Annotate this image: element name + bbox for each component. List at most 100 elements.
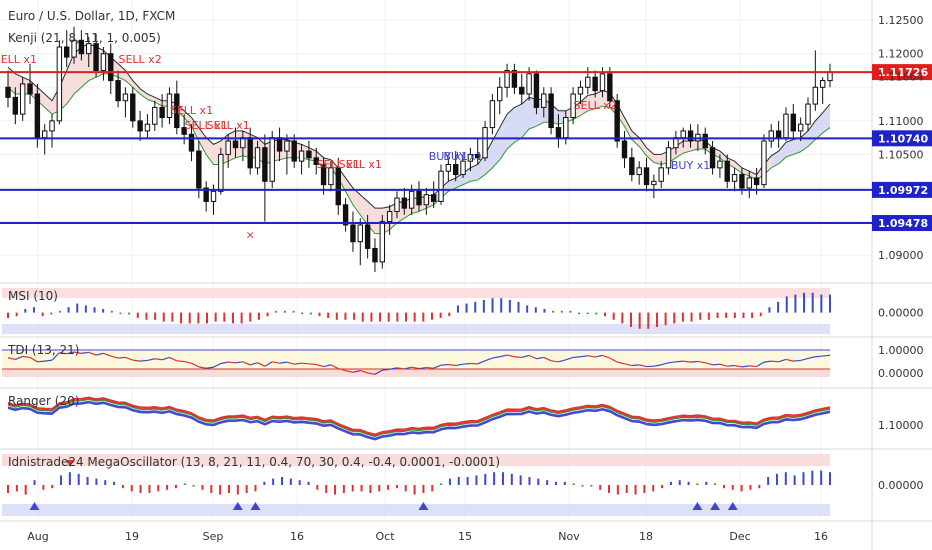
tdi-line-segment bbox=[118, 356, 126, 359]
candle-bull bbox=[386, 211, 393, 223]
tdi-line-segment bbox=[81, 351, 89, 354]
ranger-line bbox=[7, 400, 831, 439]
candle-bear bbox=[548, 93, 554, 129]
mega-bar bbox=[493, 472, 496, 485]
mega-bar bbox=[457, 477, 460, 485]
tdi-line-segment bbox=[198, 366, 207, 369]
mega-bar bbox=[652, 485, 655, 492]
mega-bar bbox=[395, 485, 398, 489]
candle-bear bbox=[203, 187, 209, 202]
tdi-line-segment bbox=[294, 362, 302, 365]
msi-bar bbox=[768, 307, 771, 313]
signal-sell-label: SELL x2 bbox=[119, 53, 162, 66]
mega-bar bbox=[95, 478, 98, 485]
indicator-panes: MSI (10) TDI (13, 21) Ranger (20) Idnistrad… bbox=[2, 288, 831, 516]
mega-bar bbox=[86, 477, 89, 485]
tdi-line-segment bbox=[763, 360, 772, 363]
candle-bear bbox=[775, 130, 782, 139]
x-tick-label: 16 bbox=[290, 530, 304, 543]
signal-x-marker: × bbox=[246, 228, 255, 241]
tdi-line-segment bbox=[389, 367, 398, 370]
msi-bar bbox=[811, 292, 814, 313]
candle-bull bbox=[482, 127, 488, 159]
candle-bear bbox=[276, 137, 283, 152]
candle-bear bbox=[401, 197, 408, 209]
candle-bear bbox=[452, 164, 459, 176]
msi-bar bbox=[318, 312, 321, 317]
tdi-line-segment bbox=[624, 363, 632, 367]
level-tag bbox=[872, 181, 932, 198]
candle-bull bbox=[577, 86, 584, 95]
mega-bar bbox=[731, 485, 734, 490]
mega-lower-band bbox=[2, 504, 830, 516]
candle-bear bbox=[313, 157, 319, 166]
y-tick-label: 1.10500 bbox=[878, 148, 924, 161]
tdi-line-segment bbox=[257, 362, 266, 367]
msi-bar bbox=[197, 312, 200, 324]
msi-bar bbox=[785, 296, 788, 313]
msi-bar bbox=[664, 312, 667, 326]
candle-bull bbox=[100, 53, 107, 72]
candle-bear bbox=[78, 39, 85, 55]
candle-bear bbox=[709, 147, 716, 169]
msi-bar bbox=[465, 303, 468, 313]
x-tick-label: Sep bbox=[203, 530, 224, 543]
mega-bar bbox=[254, 485, 257, 492]
mega-bar bbox=[298, 480, 301, 485]
x-tick-label: 19 bbox=[125, 530, 139, 543]
msi-bar bbox=[136, 312, 139, 318]
mega-bar bbox=[590, 485, 593, 487]
tdi-line-segment bbox=[330, 364, 339, 370]
candle-bull bbox=[680, 130, 686, 139]
candle-bull bbox=[563, 117, 569, 139]
mega-bar bbox=[68, 472, 71, 485]
candle-bull bbox=[122, 93, 129, 102]
candle-bull bbox=[49, 120, 55, 132]
mega-bar bbox=[749, 485, 752, 490]
tdi-line-segment bbox=[727, 364, 735, 367]
tdi-line-segment bbox=[807, 356, 816, 360]
mega-upper-band bbox=[2, 454, 830, 466]
candle-bear bbox=[27, 83, 33, 95]
candle-bull bbox=[467, 153, 474, 162]
mega-bar bbox=[758, 485, 761, 489]
msi-bar bbox=[569, 310, 572, 313]
candle-bear bbox=[34, 93, 41, 139]
tdi-line-segment bbox=[140, 359, 148, 362]
msi-bar bbox=[751, 312, 754, 318]
msi-bar bbox=[7, 312, 9, 318]
mega-bar bbox=[484, 473, 487, 485]
tdi-line-segment bbox=[565, 356, 574, 361]
msi-bar bbox=[387, 312, 390, 322]
tdi-line-segment bbox=[37, 360, 45, 363]
msi-bar bbox=[604, 312, 607, 317]
mega-bar bbox=[174, 485, 177, 489]
mega-bar bbox=[501, 472, 504, 485]
candle-bear bbox=[181, 127, 187, 135]
tdi-line-segment bbox=[374, 369, 383, 375]
candle-bear bbox=[739, 174, 745, 189]
level-tag bbox=[872, 215, 932, 232]
x-tick-label: Nov bbox=[558, 530, 580, 543]
msi-bar bbox=[405, 312, 408, 322]
candle-bull bbox=[152, 106, 158, 125]
pane-y-tick-label: 1.10000 bbox=[878, 419, 924, 432]
candle-bear bbox=[364, 224, 371, 249]
candle-bear bbox=[335, 167, 341, 206]
mega-bar bbox=[811, 470, 814, 485]
candle-bear bbox=[342, 204, 349, 226]
mega-bar bbox=[307, 481, 310, 485]
msi-bar bbox=[725, 312, 728, 318]
tdi-line-segment bbox=[697, 360, 706, 364]
mega-bar bbox=[448, 478, 451, 485]
msi-bar bbox=[629, 312, 632, 327]
mega-bar bbox=[24, 485, 27, 495]
x-tick-label: Aug bbox=[27, 530, 48, 543]
mega-bar bbox=[15, 485, 18, 492]
y-axis: 1.11726 1.10740 1.09972 1.09478 1.12500 1.120… bbox=[872, 14, 932, 492]
candle-bear bbox=[629, 157, 635, 176]
tdi-line-segment bbox=[528, 354, 537, 360]
mega-bar bbox=[183, 483, 186, 485]
msi-bar bbox=[690, 312, 693, 322]
